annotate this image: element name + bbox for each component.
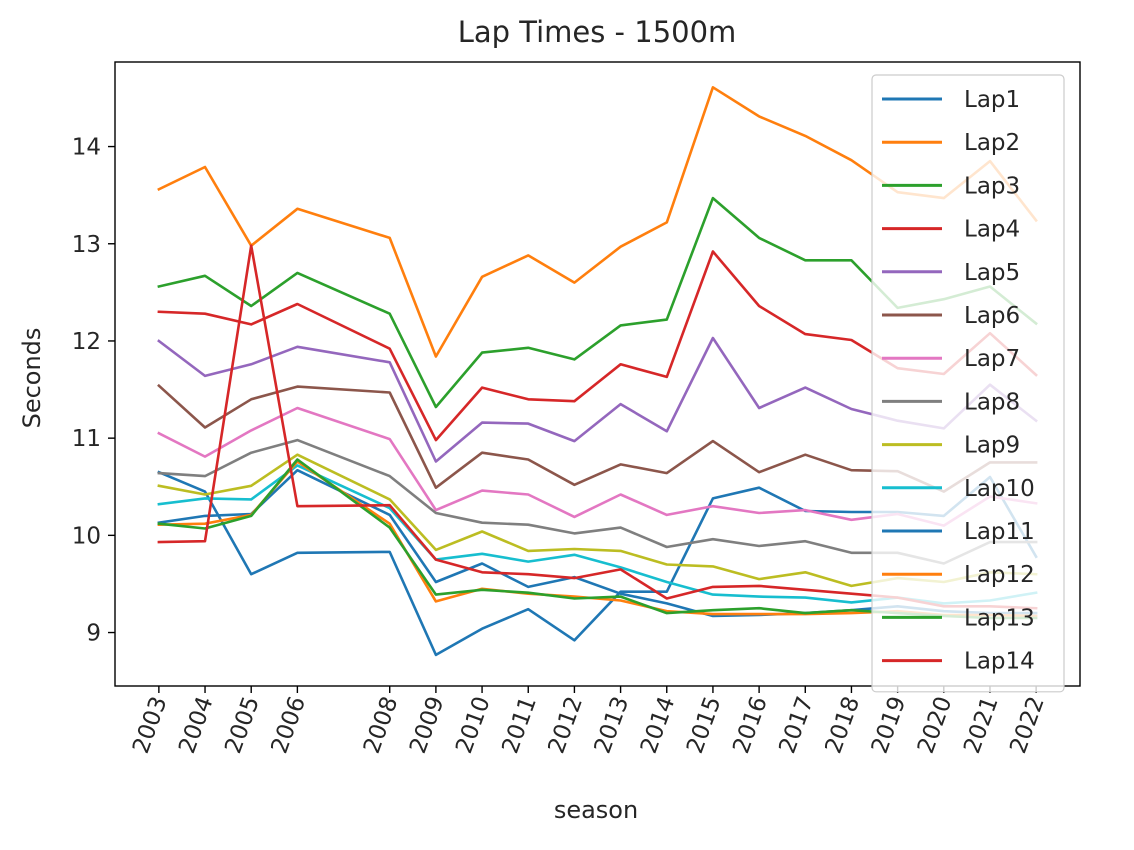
- x-tick-label: 2018: [821, 693, 865, 757]
- x-tick-label: 2003: [128, 693, 172, 757]
- legend-label: Lap12: [964, 562, 1035, 588]
- x-tick-label: 2012: [544, 693, 588, 757]
- legend-label: Lap2: [964, 130, 1020, 156]
- x-tick-label: 2020: [913, 693, 957, 757]
- x-tick-label: 2004: [174, 693, 218, 757]
- legend-label: Lap8: [964, 389, 1020, 415]
- y-axis-label: Seconds: [18, 328, 46, 429]
- x-tick-label: 2010: [451, 693, 495, 757]
- legend: Lap1 Lap2 Lap3 Lap4 Lap5 Lap6 Lap7 Lap8 Lap9 Lap1…: [871, 74, 1065, 693]
- y-tick-label: 11: [72, 426, 101, 452]
- x-tick-label: 2021: [959, 693, 1003, 757]
- legend-label: Lap14: [964, 649, 1035, 675]
- legend-label: Lap9: [964, 433, 1020, 459]
- y-tick-label: 10: [72, 523, 101, 549]
- x-tick-label: 2014: [636, 693, 680, 757]
- y-tick-label: 9: [86, 621, 101, 647]
- x-tick-label: 2017: [774, 693, 818, 757]
- legend-label: Lap4: [964, 217, 1020, 243]
- x-tick-label: 2008: [359, 693, 403, 757]
- legend-box: [871, 74, 1065, 693]
- y-tick-label: 13: [72, 232, 101, 258]
- x-tick-label: 2019: [867, 693, 911, 757]
- legend-label: Lap6: [964, 303, 1020, 329]
- legend-label: Lap13: [964, 605, 1035, 631]
- y-tick-label: 12: [72, 329, 101, 355]
- x-tick-label: 2022: [1005, 693, 1049, 757]
- legend-label: Lap3: [964, 173, 1020, 199]
- y-tick-label: 14: [72, 135, 101, 161]
- legend-label: Lap5: [964, 260, 1020, 286]
- x-tick-label: 2015: [682, 693, 726, 757]
- legend-label: Lap10: [964, 476, 1035, 502]
- legend-label: Lap7: [964, 346, 1020, 372]
- x-axis-label: season: [554, 796, 638, 824]
- axes-frame: [114, 61, 1081, 687]
- legend-label: Lap1: [964, 87, 1020, 113]
- x-tick-label: 2016: [728, 693, 772, 757]
- x-tick-label: 2013: [590, 693, 634, 757]
- x-tick-label: 2006: [267, 693, 311, 757]
- legend-label: Lap11: [964, 519, 1035, 545]
- chart-title: Lap Times - 1500m: [458, 15, 737, 49]
- x-tick-label: 2011: [497, 693, 541, 757]
- x-tick-label: 2009: [405, 693, 449, 757]
- x-tick-label: 2005: [220, 693, 264, 757]
